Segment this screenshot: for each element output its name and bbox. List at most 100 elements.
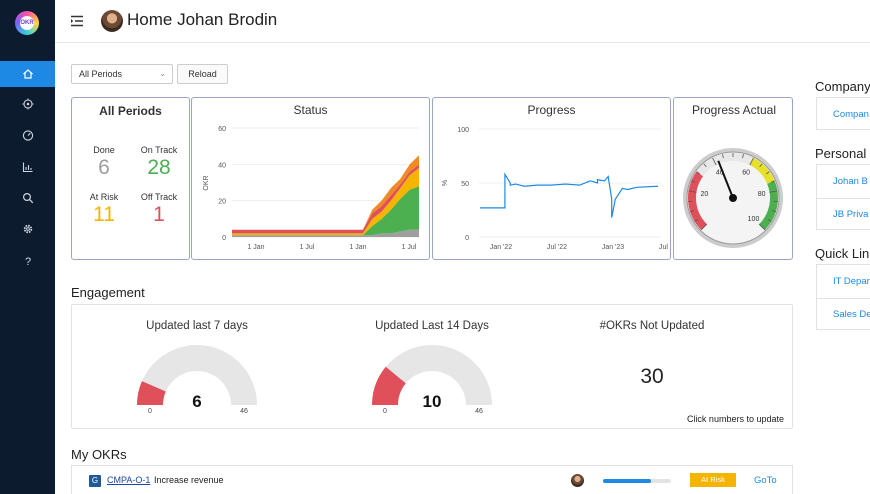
quick-links-heading: Quick Lin [815, 246, 870, 261]
gauge-tick [742, 154, 744, 159]
gauge-band [688, 171, 707, 230]
gauge-tick [700, 223, 708, 231]
y-axis-label: OKR [203, 175, 210, 190]
engagement-title: Engagement [71, 285, 145, 300]
summary-title: All Periods [99, 104, 162, 118]
x-tick-label: 1 Jul [402, 244, 417, 251]
gauge-tick [759, 163, 763, 168]
status-chart-title: Status [293, 103, 328, 117]
goal-badge: G [89, 475, 101, 487]
on-track-value[interactable]: 28 [147, 156, 171, 179]
nav-reports[interactable] [0, 154, 55, 180]
off-track-label: Off Track [140, 192, 178, 202]
gauge-tick [771, 210, 776, 213]
okr-code-link[interactable]: CMPA-O-1 [107, 475, 151, 485]
home-icon [22, 69, 33, 79]
engagement-panel: Updated last 7 days 0 46 6 Updated Last 14… [71, 304, 793, 429]
avatar[interactable] [101, 10, 123, 32]
nav-dashboard[interactable] [0, 122, 55, 148]
personal-box: Johan B JB Priva [816, 164, 870, 230]
period-select[interactable]: All Periods ⌄ [71, 64, 173, 84]
my-okrs-title: My OKRs [71, 447, 127, 462]
gauge-tick-label: 20 [700, 191, 708, 198]
x-tick-label: Jan '23 [602, 244, 624, 251]
search-icon [22, 192, 33, 204]
quick-link-2[interactable]: Sales De [833, 309, 870, 320]
gear-icon [23, 224, 32, 234]
gauge-tick-label: 100 [748, 216, 760, 223]
nav-help[interactable]: ? [0, 248, 55, 274]
gauge-tick [769, 190, 778, 193]
y-tick-label: 0 [222, 235, 226, 242]
quick-link-1[interactable]: IT Depar [833, 276, 870, 287]
page-title: Home Johan Brodin [127, 10, 278, 29]
gauge-band [372, 345, 492, 405]
done-value[interactable]: 6 [98, 156, 110, 179]
chevron-down-icon: ⌄ [159, 69, 166, 78]
personal-link-1[interactable]: Johan B [833, 176, 868, 187]
at-risk-label: At Risk [89, 192, 119, 202]
gauge-tick-label: 80 [758, 191, 766, 198]
nav-objectives[interactable] [0, 91, 55, 117]
gauge-max-label: 46 [475, 408, 483, 415]
area-series [232, 164, 419, 234]
top-bar [55, 0, 870, 43]
dashboard-icon [22, 130, 33, 141]
company-link[interactable]: Compan [833, 109, 869, 120]
x-tick-label: Jul '22 [547, 244, 567, 251]
progress-chart: 0 50 100% Jan '22 Jul '22 Jan '23 Jul '23 [442, 127, 670, 251]
okr-name: Increase revenue [154, 475, 224, 485]
gauge-tick [696, 171, 701, 175]
gauge-14-days-title: Updated Last 14 Days [375, 320, 489, 332]
gauge-tick [694, 219, 699, 222]
gauge-hub [729, 194, 737, 202]
gauge-tick [765, 171, 770, 175]
company-box: Compan [816, 97, 870, 130]
progress-actual-card: Progress Actual 20 40 60 80 100 [673, 97, 793, 260]
status-chart-card: Status 0 20 40 60 OKR 1 Jan 1 Jul 1 Jan 1 Jul [191, 97, 430, 260]
nav-settings[interactable] [0, 216, 55, 242]
summary-card: All Periods Done 6 On Track 28 At Risk 1… [71, 97, 190, 260]
y-tick-label: 0 [465, 235, 469, 242]
not-updated-value[interactable]: 30 [640, 365, 664, 388]
not-updated-title: #OKRs Not Updated [599, 320, 705, 332]
x-tick-label: 1 Jul [300, 244, 315, 251]
menu-collapse-icon[interactable] [70, 14, 84, 28]
gauge-tick [758, 223, 766, 231]
x-tick-label: 1 Jan [247, 244, 264, 251]
goto-link[interactable]: GoTo [754, 475, 777, 486]
x-tick-label: Jan '22 [490, 244, 512, 251]
personal-link-2[interactable]: JB Priva [833, 209, 869, 220]
divider [817, 298, 870, 299]
gauge-band [372, 366, 406, 405]
gauge-value: 6 [192, 392, 201, 411]
at-risk-value[interactable]: 11 [93, 203, 115, 226]
reload-button[interactable]: Reload [177, 64, 228, 84]
gauge-tick [691, 180, 696, 183]
gauge-band [137, 345, 257, 405]
target-icon [22, 98, 33, 110]
y-tick-label: 100 [457, 127, 469, 134]
off-track-value[interactable]: 1 [153, 203, 165, 226]
y-tick-label: 50 [461, 181, 469, 188]
gauge-7-days[interactable]: 0 46 6 [127, 340, 267, 420]
y-axis-label: % [442, 180, 449, 186]
gauge-tick [703, 163, 707, 168]
gauge-band [137, 381, 166, 405]
y-tick-label: 20 [218, 199, 226, 206]
gauge-min-label: 0 [383, 408, 387, 415]
logo-text: OKR [20, 16, 34, 30]
gauge-tick [690, 210, 695, 213]
gauge-tick [722, 154, 724, 159]
personal-heading: Personal [815, 146, 867, 161]
on-track-label: On Track [140, 145, 178, 155]
progress-fill [603, 479, 651, 483]
company-heading: Company [815, 79, 870, 94]
table-row[interactable]: G CMPA-O-1 Increase revenue At Risk GoTo [71, 465, 793, 494]
gauge-tick-label: 60 [742, 170, 750, 177]
nav-search[interactable] [0, 185, 55, 211]
gauge-14-days[interactable]: 0 46 10 [362, 340, 502, 420]
nav-home[interactable] [0, 61, 55, 87]
help-icon: ? [24, 256, 30, 267]
app-logo[interactable]: OKR [15, 11, 39, 35]
